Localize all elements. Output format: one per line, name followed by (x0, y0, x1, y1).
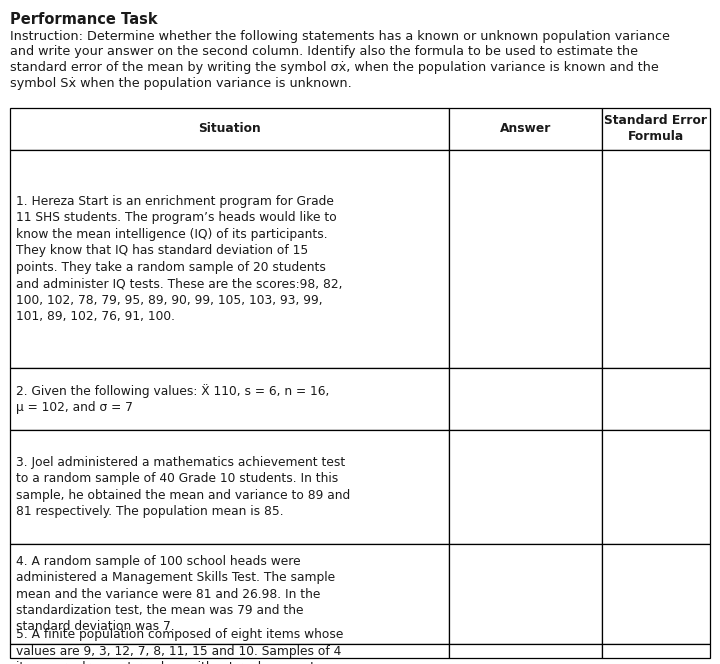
Bar (10, 150, 449, 368)
Bar (10, 368, 449, 430)
Text: Situation: Situation (198, 122, 261, 135)
Text: Instruction: Determine whether the following statements has a known or unknown p: Instruction: Determine whether the follo… (10, 30, 670, 43)
Text: Answer: Answer (500, 122, 552, 135)
Text: 3. Joel administered a mathematics achievement test
to a random sample of 40 Gra: 3. Joel administered a mathematics achie… (16, 456, 350, 518)
Text: Standard Error
Formula: Standard Error Formula (605, 114, 708, 143)
Text: symbol Sẋ when the population variance is unknown.: symbol Sẋ when the population variance i… (10, 76, 352, 90)
Bar (10, 108, 449, 150)
Text: 1. Hereza Start is an enrichment program for Grade
11 SHS students. The program’: 1. Hereza Start is an enrichment program… (16, 195, 343, 323)
Bar (449, 150, 602, 368)
Bar (449, 108, 602, 150)
Bar (602, 544, 710, 644)
Bar (449, 368, 602, 430)
Bar (602, 108, 710, 150)
Bar (10, 644, 449, 658)
Bar (10, 544, 449, 644)
Bar (10, 430, 449, 544)
Text: 4. A random sample of 100 school heads were
administered a Management Skills Tes: 4. A random sample of 100 school heads w… (16, 554, 335, 633)
Text: and write your answer on the second column. Identify also the formula to be used: and write your answer on the second colu… (10, 46, 638, 58)
Text: 5. A finite population composed of eight items whose
values are 9, 3, 12, 7, 8, : 5. A finite population composed of eight… (16, 628, 343, 664)
Bar (602, 430, 710, 544)
Text: 2. Given the following values: Ẍ 110, s = 6, n = 16,
μ = 102, and σ = 7: 2. Given the following values: Ẍ 110, s … (16, 384, 329, 414)
Text: Performance Task: Performance Task (10, 12, 158, 27)
Bar (449, 430, 602, 544)
Bar (449, 544, 602, 644)
Text: standard error of the mean by writing the symbol σẋ, when the population varianc: standard error of the mean by writing th… (10, 61, 659, 74)
Bar (449, 644, 602, 658)
Bar (602, 644, 710, 658)
Bar (602, 150, 710, 368)
Bar (602, 368, 710, 430)
